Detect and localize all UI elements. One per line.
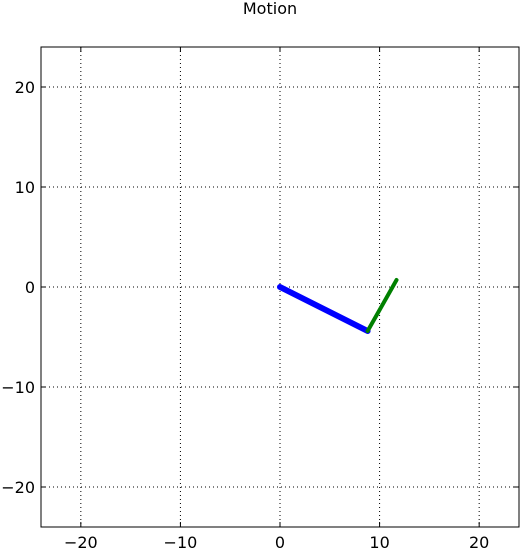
series-line-2 [365,278,399,333]
x-tick-label: −10 [164,533,198,551]
axis-ticks [41,47,519,527]
x-tick-label: 0 [275,533,285,551]
series-line-1 [277,284,371,334]
y-tick-label: −20 [1,478,35,497]
x-tick-label: 20 [469,533,489,551]
x-axis-tick-labels: −20 −10 0 10 20 [64,533,489,551]
data-series [277,278,399,334]
y-tick-label: 0 [25,278,35,297]
y-axis-tick-labels: −20 −10 0 10 20 [1,78,35,497]
x-tick-label: −20 [64,533,98,551]
chart-title: Motion [243,0,297,18]
x-tick-label: 10 [369,533,389,551]
y-tick-label: 10 [15,178,35,197]
y-tick-label: −10 [1,378,35,397]
y-tick-label: 20 [15,78,35,97]
